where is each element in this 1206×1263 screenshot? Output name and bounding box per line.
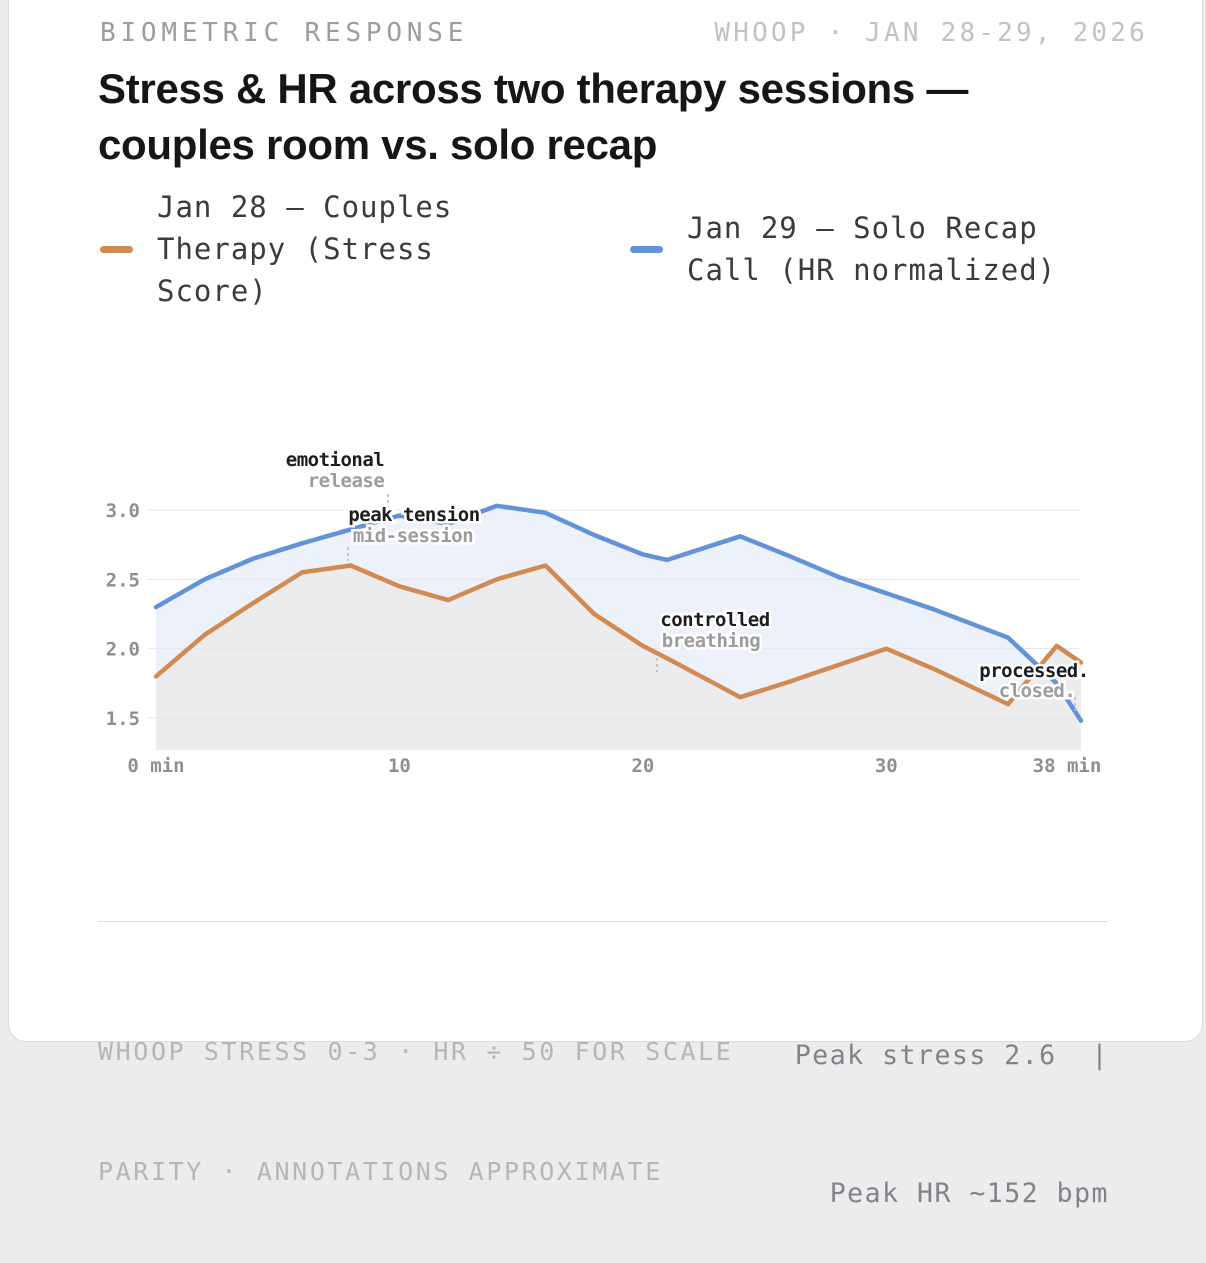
footer-note-line2: PARITY · ANNOTATIONS APPROXIMATE [98, 1157, 663, 1186]
svg-text:20: 20 [631, 755, 654, 777]
svg-text:controlled: controlled [660, 609, 769, 631]
svg-text:1.5: 1.5 [106, 708, 140, 730]
chart-title: Stress & HR across two therapy sessions … [98, 61, 1128, 173]
chart-series-lines [153, 503, 1084, 723]
svg-text:processed.: processed. [979, 660, 1088, 682]
peak-hr-value: Peak HR ~152 bpm [829, 1178, 1109, 1209]
chart-gridlines [148, 509, 1081, 719]
eyebrow-label: BIOMETRIC RESPONSE [100, 18, 469, 48]
legend-item-stress: Jan 28 — Couples Therapy (Stress Score) [100, 184, 479, 314]
peak-stress-value: Peak stress 2.6 | [794, 1040, 1109, 1071]
footer-stats: Peak stress 2.6 | Peak HR ~152 bpm [795, 941, 1109, 1263]
svg-text:breathing: breathing [662, 630, 761, 652]
svg-text:10: 10 [388, 755, 411, 777]
legend-item-hr: Jan 29 — Solo Recap Call (HR normalized) [630, 184, 1099, 314]
svg-text:2.5: 2.5 [106, 569, 140, 591]
svg-text:0 min: 0 min [127, 755, 184, 777]
chart-title-line2: couples room vs. solo recap [98, 121, 658, 168]
chart-title-line1: Stress & HR across two therapy sessions … [98, 65, 969, 112]
legend-label-hr: Jan 29 — Solo Recap Call (HR normalized) [687, 211, 1057, 287]
svg-text:2.0: 2.0 [106, 639, 140, 661]
svg-text:mid-session: mid-session [353, 525, 473, 547]
source-date-label: WHOOP · JAN 28-29, 2026 [714, 18, 1148, 48]
legend-swatch-hr [630, 245, 663, 253]
legend-label-stress: Jan 28 — Couples Therapy (Stress Score) [157, 190, 453, 308]
svg-text:emotional: emotional [286, 449, 385, 471]
svg-text:release: release [308, 470, 385, 492]
svg-text:closed.: closed. [999, 680, 1076, 702]
footer-divider [98, 921, 1108, 922]
legend-swatch-stress [100, 245, 133, 253]
svg-text:38 min: 38 min [1033, 755, 1102, 777]
biometric-report-page: { "page": { "outer_bg": "#ececec", "card… [8, 0, 1203, 1209]
report-card [8, 0, 1203, 1042]
chart-axis-ticks: 1.5 2.0 2.5 3.0 0 min 10 20 30 38 min [106, 500, 1102, 777]
svg-text:3.0: 3.0 [106, 500, 140, 522]
footer-note: WHOOP STRESS 0-3 · HR ÷ 50 FOR SCALE PAR… [98, 952, 733, 1232]
stress-hr-line-chart: 1.5 2.0 2.5 3.0 0 min 10 20 30 38 min emotionalr… [106, 447, 1102, 778]
svg-text:30: 30 [875, 755, 898, 777]
footer-note-line1: WHOOP STRESS 0-3 · HR ÷ 50 FOR SCALE [98, 1037, 734, 1066]
svg-text:peak tension: peak tension [348, 504, 479, 526]
